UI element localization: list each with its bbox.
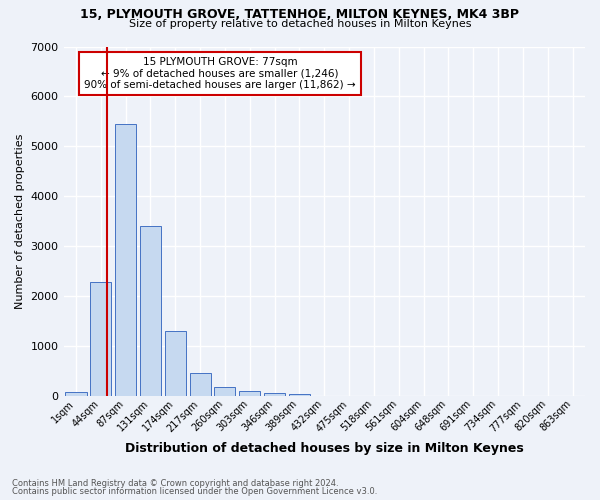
Text: 15, PLYMOUTH GROVE, TATTENHOE, MILTON KEYNES, MK4 3BP: 15, PLYMOUTH GROVE, TATTENHOE, MILTON KE… [80, 8, 520, 20]
Text: Contains public sector information licensed under the Open Government Licence v3: Contains public sector information licen… [12, 487, 377, 496]
Bar [165, 331, 186, 396]
Text: Size of property relative to detached houses in Milton Keynes: Size of property relative to detached ho… [129, 19, 471, 29]
Y-axis label: Number of detached properties: Number of detached properties [15, 134, 25, 309]
Text: 15 PLYMOUTH GROVE: 77sqm
← 9% of detached houses are smaller (1,246)
90% of semi: 15 PLYMOUTH GROVE: 77sqm ← 9% of detache… [84, 57, 356, 90]
Bar [239, 391, 260, 396]
Bar [289, 394, 310, 396]
Bar [190, 374, 211, 396]
Bar [264, 392, 285, 396]
Bar [90, 282, 112, 396]
X-axis label: Distribution of detached houses by size in Milton Keynes: Distribution of detached houses by size … [125, 442, 524, 455]
Text: Contains HM Land Registry data © Crown copyright and database right 2024.: Contains HM Land Registry data © Crown c… [12, 478, 338, 488]
Bar [214, 386, 235, 396]
Bar [140, 226, 161, 396]
Bar [65, 392, 86, 396]
Bar [115, 124, 136, 396]
